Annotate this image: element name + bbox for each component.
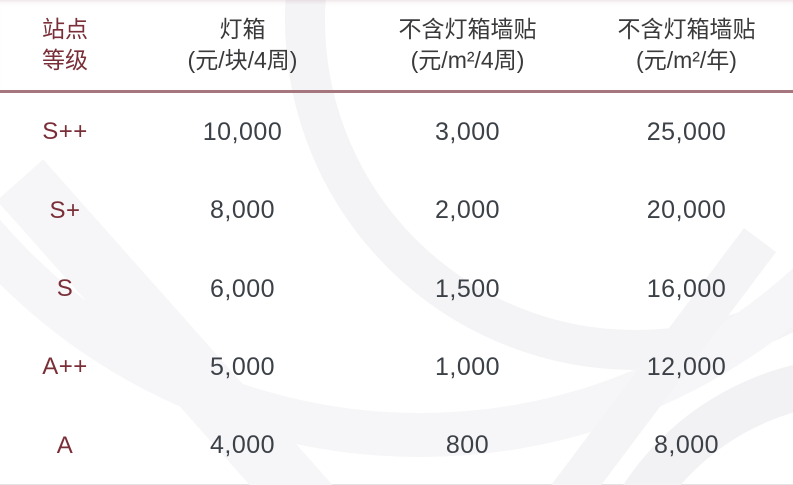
price-cell: 6,000 [209,274,276,303]
table-body: S++ 10,000 3,000 25,000 S+ 8,000 2,000 2… [0,93,793,485]
price-cell: 3,000 [434,117,501,146]
header-line: 不含灯箱墙贴 [617,16,756,42]
header-line: 站点 [42,16,88,42]
row-level: S [56,275,74,303]
header-line: (元/m²/年) [636,47,737,73]
table-row: A 4,000 800 8,000 [0,407,793,485]
header-wall-sticker-year: 不含灯箱墙贴 (元/m²/年) [580,14,793,76]
header-line: (元/块/4周) [187,47,298,73]
price-cell: 800 [445,431,490,460]
table-row: S 6,000 1,500 16,000 [0,250,793,328]
header-line: (元/m²/4周) [410,47,525,73]
price-cell: 4,000 [209,431,276,460]
header-line: 灯箱 [219,16,266,42]
row-level: S+ [49,196,81,224]
price-cell: 10,000 [202,117,283,146]
header-line: 不含灯箱墙贴 [398,16,537,42]
header-wall-sticker-4weeks: 不含灯箱墙贴 (元/m²/4周) [355,14,580,76]
price-cell: 1,000 [434,352,501,381]
price-cell: 16,000 [646,274,727,303]
table-row: S+ 8,000 2,000 20,000 [0,171,793,249]
price-cell: 1,500 [434,274,501,303]
table-row: S++ 10,000 3,000 25,000 [0,93,793,171]
price-cell: 12,000 [646,352,727,381]
table-header-row: 站点 等级 灯箱 (元/块/4周) 不含灯箱墙贴 (元/m²/4周) 不含灯箱墙… [0,0,793,93]
header-lightbox: 灯箱 (元/块/4周) [130,14,355,76]
row-level: S++ [42,118,88,146]
price-cell: 8,000 [653,431,720,460]
table-row: A++ 5,000 1,000 12,000 [0,328,793,406]
price-cell: 20,000 [646,196,727,225]
price-cell: 2,000 [434,196,501,225]
header-line: 等级 [42,47,88,73]
row-level: A++ [42,353,88,381]
price-cell: 5,000 [209,352,276,381]
header-station-level: 站点 等级 [0,14,130,76]
price-cell: 25,000 [646,117,727,146]
price-cell: 8,000 [209,196,276,225]
row-level: A [56,431,74,459]
